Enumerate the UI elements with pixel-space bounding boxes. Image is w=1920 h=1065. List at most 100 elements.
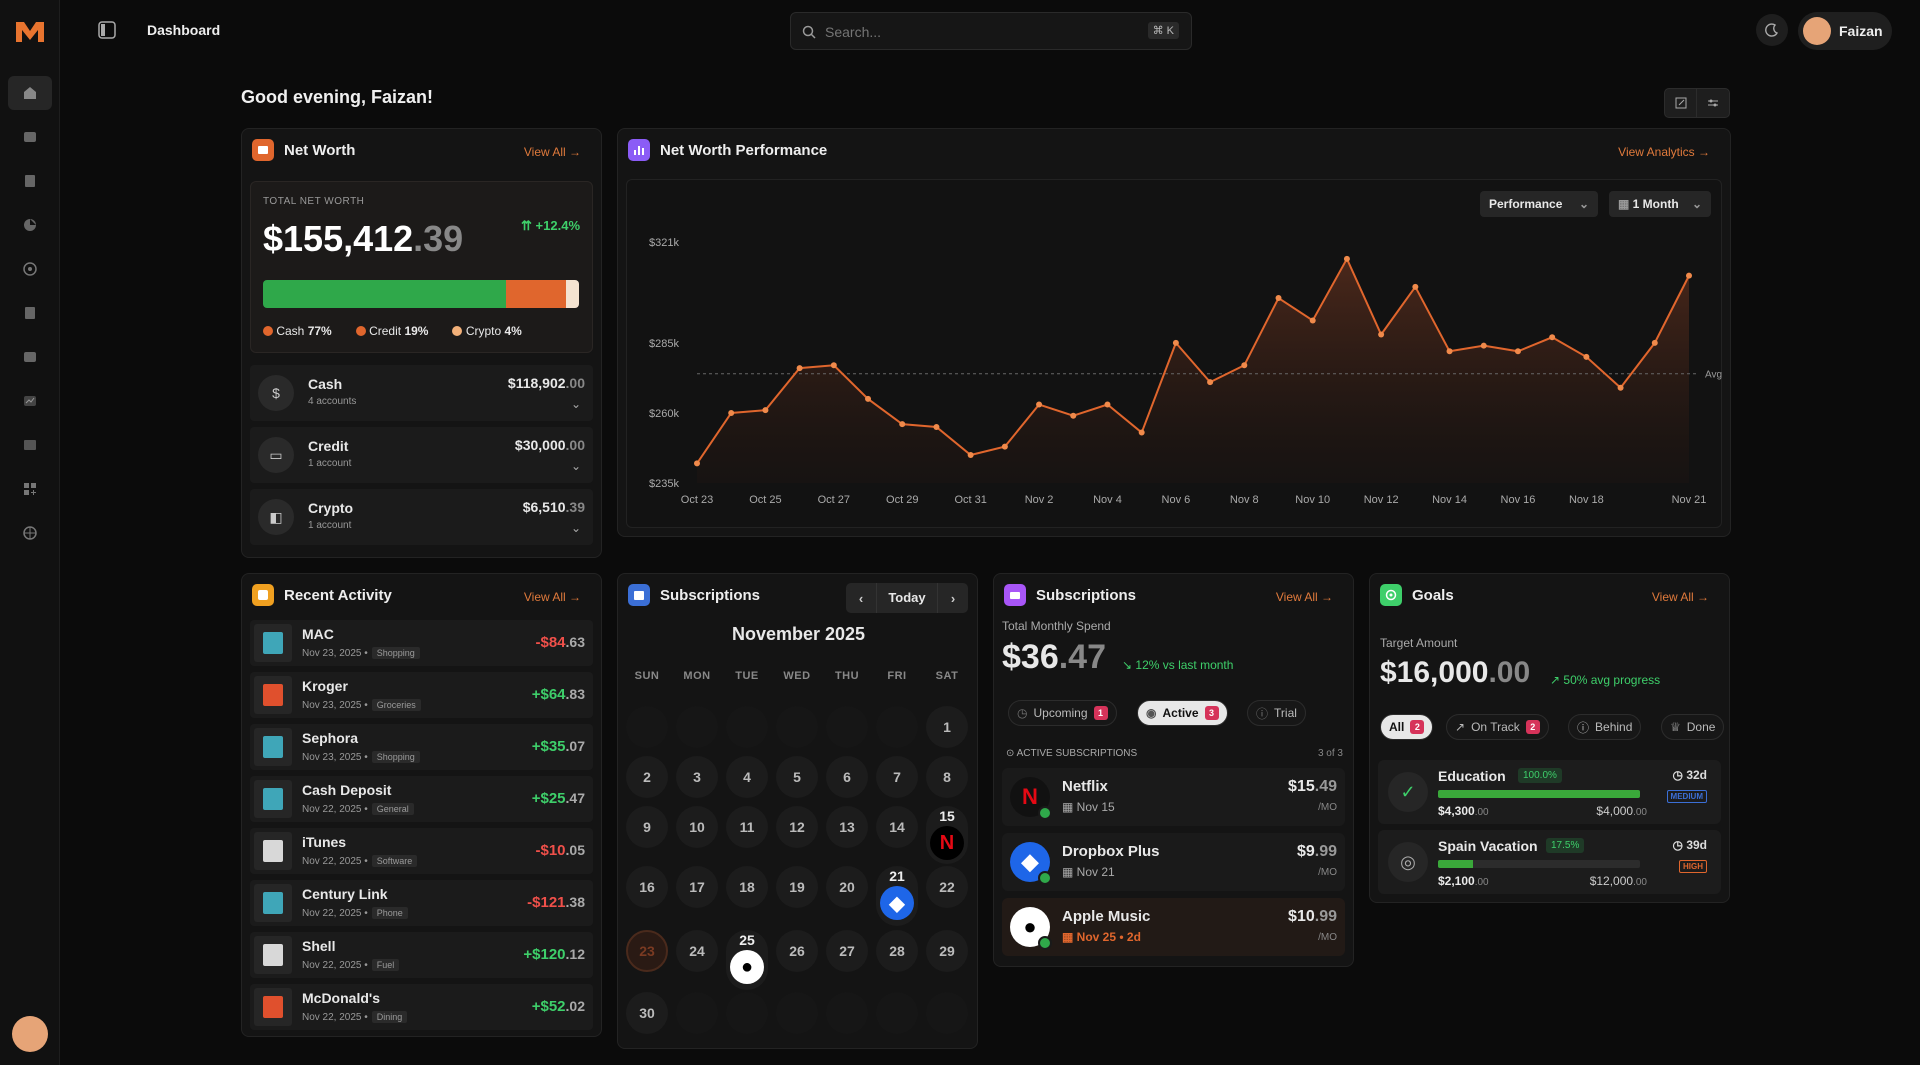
- data-point[interactable]: [1309, 317, 1316, 324]
- app-logo-icon[interactable]: [14, 18, 46, 49]
- user-menu-button[interactable]: Faizan: [1798, 12, 1892, 50]
- calendar-day[interactable]: 25 ●: [726, 930, 768, 990]
- activity-row[interactable]: Kroger Nov 23, 2025 • Groceries +$64.83: [250, 672, 593, 718]
- calendar-day[interactable]: 4: [726, 756, 768, 798]
- goal-row[interactable]: ◎ Spain Vacation 17.5% $2,100.00 $12,000.00 ◷…: [1378, 830, 1721, 894]
- globe-icon[interactable]: [17, 520, 43, 546]
- calendar-day[interactable]: 30: [626, 992, 668, 1034]
- home-icon[interactable]: [8, 76, 52, 110]
- grid-plus-icon[interactable]: [17, 476, 43, 502]
- search-bar[interactable]: ⌘ K: [790, 12, 1192, 50]
- chevron-down-icon[interactable]: ⌄: [570, 397, 581, 411]
- account-row[interactable]: ▭ Credit 1 account $30,000.00 ⌄: [250, 427, 593, 483]
- data-point[interactable]: [1412, 283, 1419, 290]
- calendar-day[interactable]: 1: [926, 706, 968, 748]
- data-point[interactable]: [1686, 272, 1692, 279]
- calendar-day[interactable]: 29: [926, 930, 968, 972]
- calendar-day[interactable]: 21 ◆: [876, 866, 918, 926]
- data-point[interactable]: [728, 409, 735, 416]
- data-point[interactable]: [1480, 342, 1487, 349]
- activity-row[interactable]: Shell Nov 22, 2025 • Fuel +$120.12: [250, 932, 593, 978]
- tab-upcoming[interactable]: ◷ Upcoming 1: [1008, 700, 1117, 726]
- chevron-down-icon[interactable]: ⌄: [570, 521, 581, 535]
- calendar-day[interactable]: 27: [826, 930, 868, 972]
- calendar-day[interactable]: 11: [726, 806, 768, 848]
- chevron-down-icon[interactable]: ⌄: [570, 459, 581, 473]
- filter-done[interactable]: ♕ Done: [1661, 714, 1725, 740]
- calendar-day[interactable]: 28: [876, 930, 918, 972]
- calendar-day[interactable]: 14: [876, 806, 918, 848]
- calendar-day[interactable]: 6: [826, 756, 868, 798]
- tab-trial[interactable]: ⓘ Trial: [1247, 700, 1306, 726]
- data-point[interactable]: [762, 407, 769, 414]
- calendar-day[interactable]: 23: [626, 930, 668, 972]
- metric-dropdown[interactable]: Performance ⌄: [1480, 191, 1598, 217]
- subscription-row[interactable]: N Netflix ▦ Nov 15 $15.49/MO: [1002, 768, 1345, 826]
- data-point[interactable]: [1241, 362, 1248, 369]
- data-point[interactable]: [1138, 429, 1145, 436]
- sidebar-toggle-icon[interactable]: [98, 21, 116, 44]
- data-point[interactable]: [1549, 334, 1556, 341]
- theme-toggle-button[interactable]: [1756, 14, 1788, 46]
- data-point[interactable]: [933, 423, 940, 430]
- calendar-day[interactable]: 22: [926, 866, 968, 908]
- data-point[interactable]: [865, 395, 872, 402]
- activity-row[interactable]: iTunes Nov 22, 2025 • Software -$10.05: [250, 828, 593, 874]
- range-dropdown[interactable]: ▦ 1 Month ⌄: [1609, 191, 1711, 217]
- calendar-day[interactable]: 10: [676, 806, 718, 848]
- data-point[interactable]: [1036, 401, 1043, 408]
- data-point[interactable]: [1617, 384, 1624, 391]
- activity-row[interactable]: Sephora Nov 23, 2025 • Shopping +$35.07: [250, 724, 593, 770]
- filter-on-track[interactable]: ↗ On Track 2: [1446, 714, 1549, 740]
- calendar-day[interactable]: 7: [876, 756, 918, 798]
- data-point[interactable]: [967, 451, 974, 458]
- view-all-link[interactable]: View All →: [1651, 590, 1709, 604]
- data-point[interactable]: [1651, 339, 1658, 346]
- next-month-button[interactable]: ›: [950, 590, 956, 606]
- calendar-day[interactable]: 16: [626, 866, 668, 908]
- inbox-icon[interactable]: [17, 344, 43, 370]
- calendar-day[interactable]: 17: [676, 866, 718, 908]
- activity-row[interactable]: Century Link Nov 22, 2025 • Phone -$121.38: [250, 880, 593, 926]
- data-point[interactable]: [1446, 348, 1453, 355]
- goal-row[interactable]: ✓ Education 100.0% $4,300.00 $4,000.00 ◷ 32d M…: [1378, 760, 1721, 824]
- data-point[interactable]: [1070, 412, 1077, 419]
- calendar-day[interactable]: 24: [676, 930, 718, 972]
- tab-active[interactable]: ◉ Active 3: [1137, 700, 1228, 726]
- avatar[interactable]: [12, 1016, 48, 1052]
- view-all-link[interactable]: View All →: [1275, 590, 1333, 604]
- settings-sliders-icon[interactable]: [1697, 89, 1729, 117]
- prev-month-button[interactable]: ‹: [858, 590, 864, 606]
- today-button[interactable]: Today: [876, 583, 938, 613]
- calendar-day[interactable]: 5: [776, 756, 818, 798]
- data-point[interactable]: [796, 365, 803, 372]
- calendar-day[interactable]: 20: [826, 866, 868, 908]
- activity-row[interactable]: MAC Nov 23, 2025 • Shopping -$84.63: [250, 620, 593, 666]
- calendar-icon[interactable]: [17, 300, 43, 326]
- filter-behind[interactable]: ⓘ Behind: [1568, 714, 1642, 740]
- calendar-day[interactable]: 8: [926, 756, 968, 798]
- target-icon[interactable]: [17, 256, 43, 282]
- search-input[interactable]: [825, 22, 1125, 42]
- data-point[interactable]: [1378, 331, 1385, 338]
- activity-row[interactable]: McDonald's Nov 22, 2025 • Dining +$52.02: [250, 984, 593, 1030]
- data-point[interactable]: [899, 421, 906, 428]
- data-point[interactable]: [1514, 348, 1521, 355]
- calendar-day[interactable]: 3: [676, 756, 718, 798]
- calendar-day[interactable]: 9: [626, 806, 668, 848]
- data-point[interactable]: [694, 460, 700, 467]
- data-point[interactable]: [1104, 401, 1111, 408]
- activity-row[interactable]: Cash Deposit Nov 22, 2025 • General +$25.47: [250, 776, 593, 822]
- data-point[interactable]: [830, 362, 837, 369]
- calendar-day[interactable]: 12: [776, 806, 818, 848]
- view-all-link[interactable]: View All →: [523, 590, 581, 604]
- account-row[interactable]: $ Cash 4 accounts $118,902.00 ⌄: [250, 365, 593, 421]
- account-row[interactable]: ◧ Crypto 1 account $6,510.39 ⌄: [250, 489, 593, 545]
- wallet-icon[interactable]: [17, 124, 43, 150]
- calendar-day[interactable]: 13: [826, 806, 868, 848]
- edit-icon[interactable]: [1665, 89, 1697, 117]
- data-point[interactable]: [1275, 295, 1282, 302]
- calendar-day[interactable]: 2: [626, 756, 668, 798]
- filter-all[interactable]: All 2: [1380, 714, 1434, 740]
- subscription-row[interactable]: ◆ Dropbox Plus ▦ Nov 21 $9.99/MO: [1002, 833, 1345, 891]
